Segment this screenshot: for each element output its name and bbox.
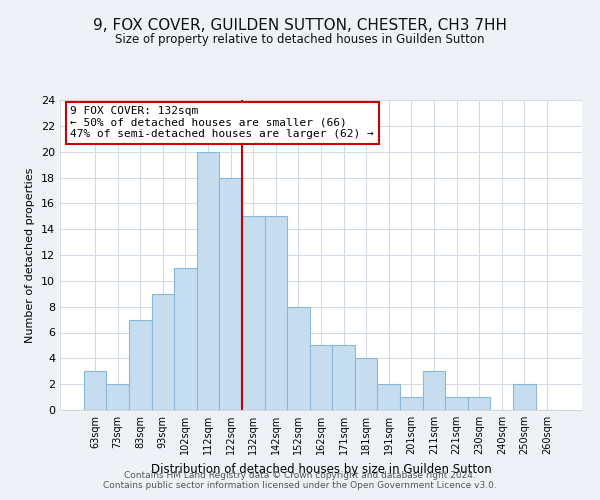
Bar [400,397,422,410]
Bar [106,384,129,410]
Text: 9 FOX COVER: 132sqm
← 50% of detached houses are smaller (66)
47% of semi-detach: 9 FOX COVER: 132sqm ← 50% of detached ho… [70,106,374,140]
Bar [377,384,400,410]
Bar [332,346,355,410]
Bar [174,268,197,410]
Text: 9, FOX COVER, GUILDEN SUTTON, CHESTER, CH3 7HH: 9, FOX COVER, GUILDEN SUTTON, CHESTER, C… [93,18,507,32]
X-axis label: Distribution of detached houses by size in Guilden Sutton: Distribution of detached houses by size … [151,462,491,475]
Bar [287,306,310,410]
Bar [129,320,152,410]
Bar [242,216,265,410]
Bar [513,384,536,410]
Bar [445,397,468,410]
Bar [310,346,332,410]
Bar [265,216,287,410]
Bar [422,371,445,410]
Y-axis label: Number of detached properties: Number of detached properties [25,168,35,342]
Bar [197,152,220,410]
Text: Contains HM Land Registry data © Crown copyright and database right 2024.
Contai: Contains HM Land Registry data © Crown c… [103,470,497,490]
Bar [84,371,106,410]
Bar [468,397,490,410]
Bar [220,178,242,410]
Bar [152,294,174,410]
Bar [355,358,377,410]
Text: Size of property relative to detached houses in Guilden Sutton: Size of property relative to detached ho… [115,32,485,46]
